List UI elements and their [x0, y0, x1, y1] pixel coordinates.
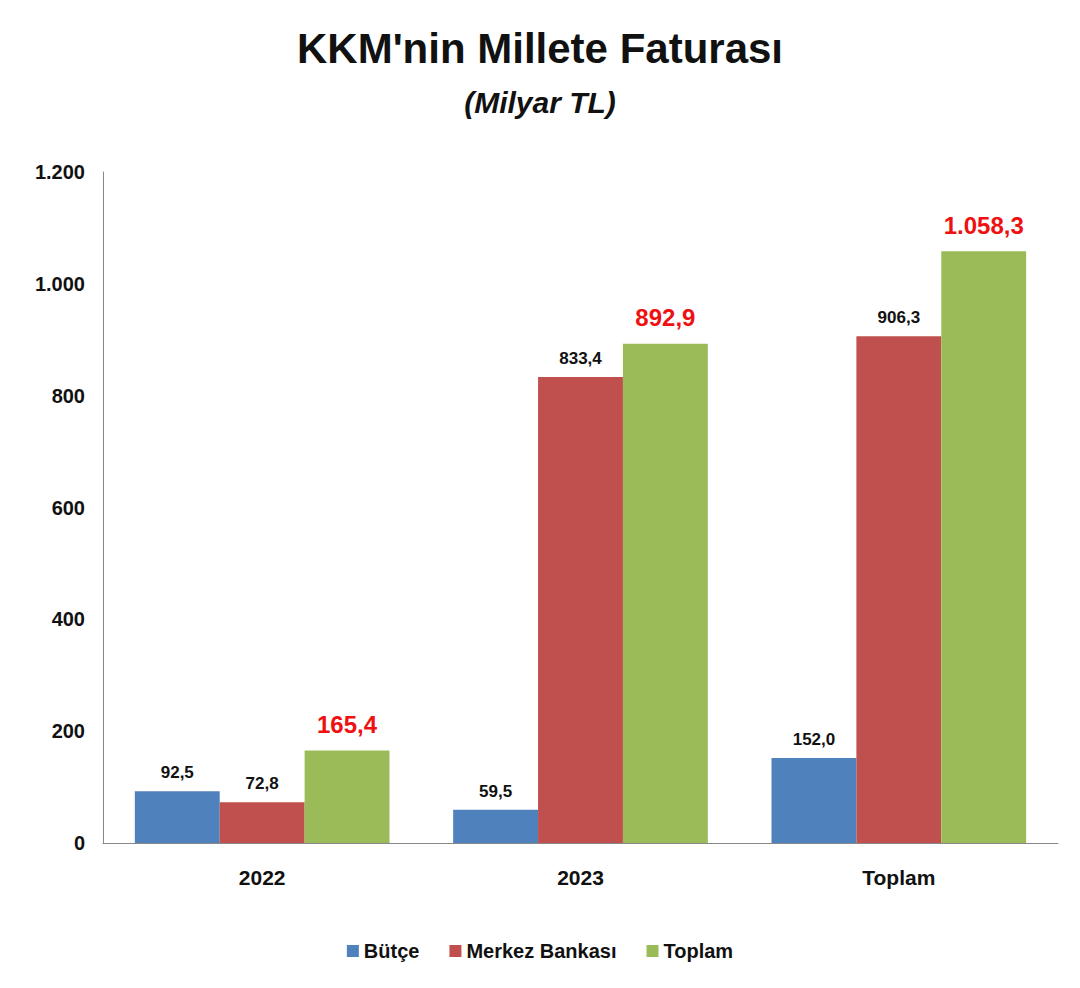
- svg-text:2023: 2023: [557, 866, 604, 889]
- svg-text:200: 200: [52, 720, 85, 742]
- svg-text:0: 0: [74, 832, 85, 854]
- svg-text:72,8: 72,8: [246, 774, 279, 793]
- svg-text:833,4: 833,4: [559, 349, 602, 368]
- svg-text:(Milyar TL): (Milyar TL): [464, 86, 616, 119]
- svg-text:800: 800: [52, 385, 85, 407]
- svg-text:Bütçe: Bütçe: [364, 940, 420, 962]
- svg-text:906,3: 906,3: [878, 308, 921, 327]
- svg-text:400: 400: [52, 608, 85, 630]
- svg-text:92,5: 92,5: [161, 763, 194, 782]
- svg-text:1.000: 1.000: [35, 273, 85, 295]
- svg-text:Toplam: Toplam: [862, 866, 935, 889]
- svg-text:152,0: 152,0: [793, 730, 836, 749]
- svg-text:1.200: 1.200: [35, 161, 85, 183]
- svg-text:59,5: 59,5: [479, 782, 512, 801]
- svg-text:Merkez Bankası: Merkez Bankası: [466, 940, 616, 962]
- svg-text:KKM'nin Millete Faturası: KKM'nin Millete Faturası: [297, 25, 783, 72]
- svg-text:600: 600: [52, 497, 85, 519]
- svg-text:2022: 2022: [239, 866, 286, 889]
- svg-text:165,4: 165,4: [317, 711, 378, 738]
- svg-text:Toplam: Toplam: [664, 940, 734, 962]
- svg-text:892,9: 892,9: [635, 304, 695, 331]
- svg-text:1.058,3: 1.058,3: [944, 212, 1024, 239]
